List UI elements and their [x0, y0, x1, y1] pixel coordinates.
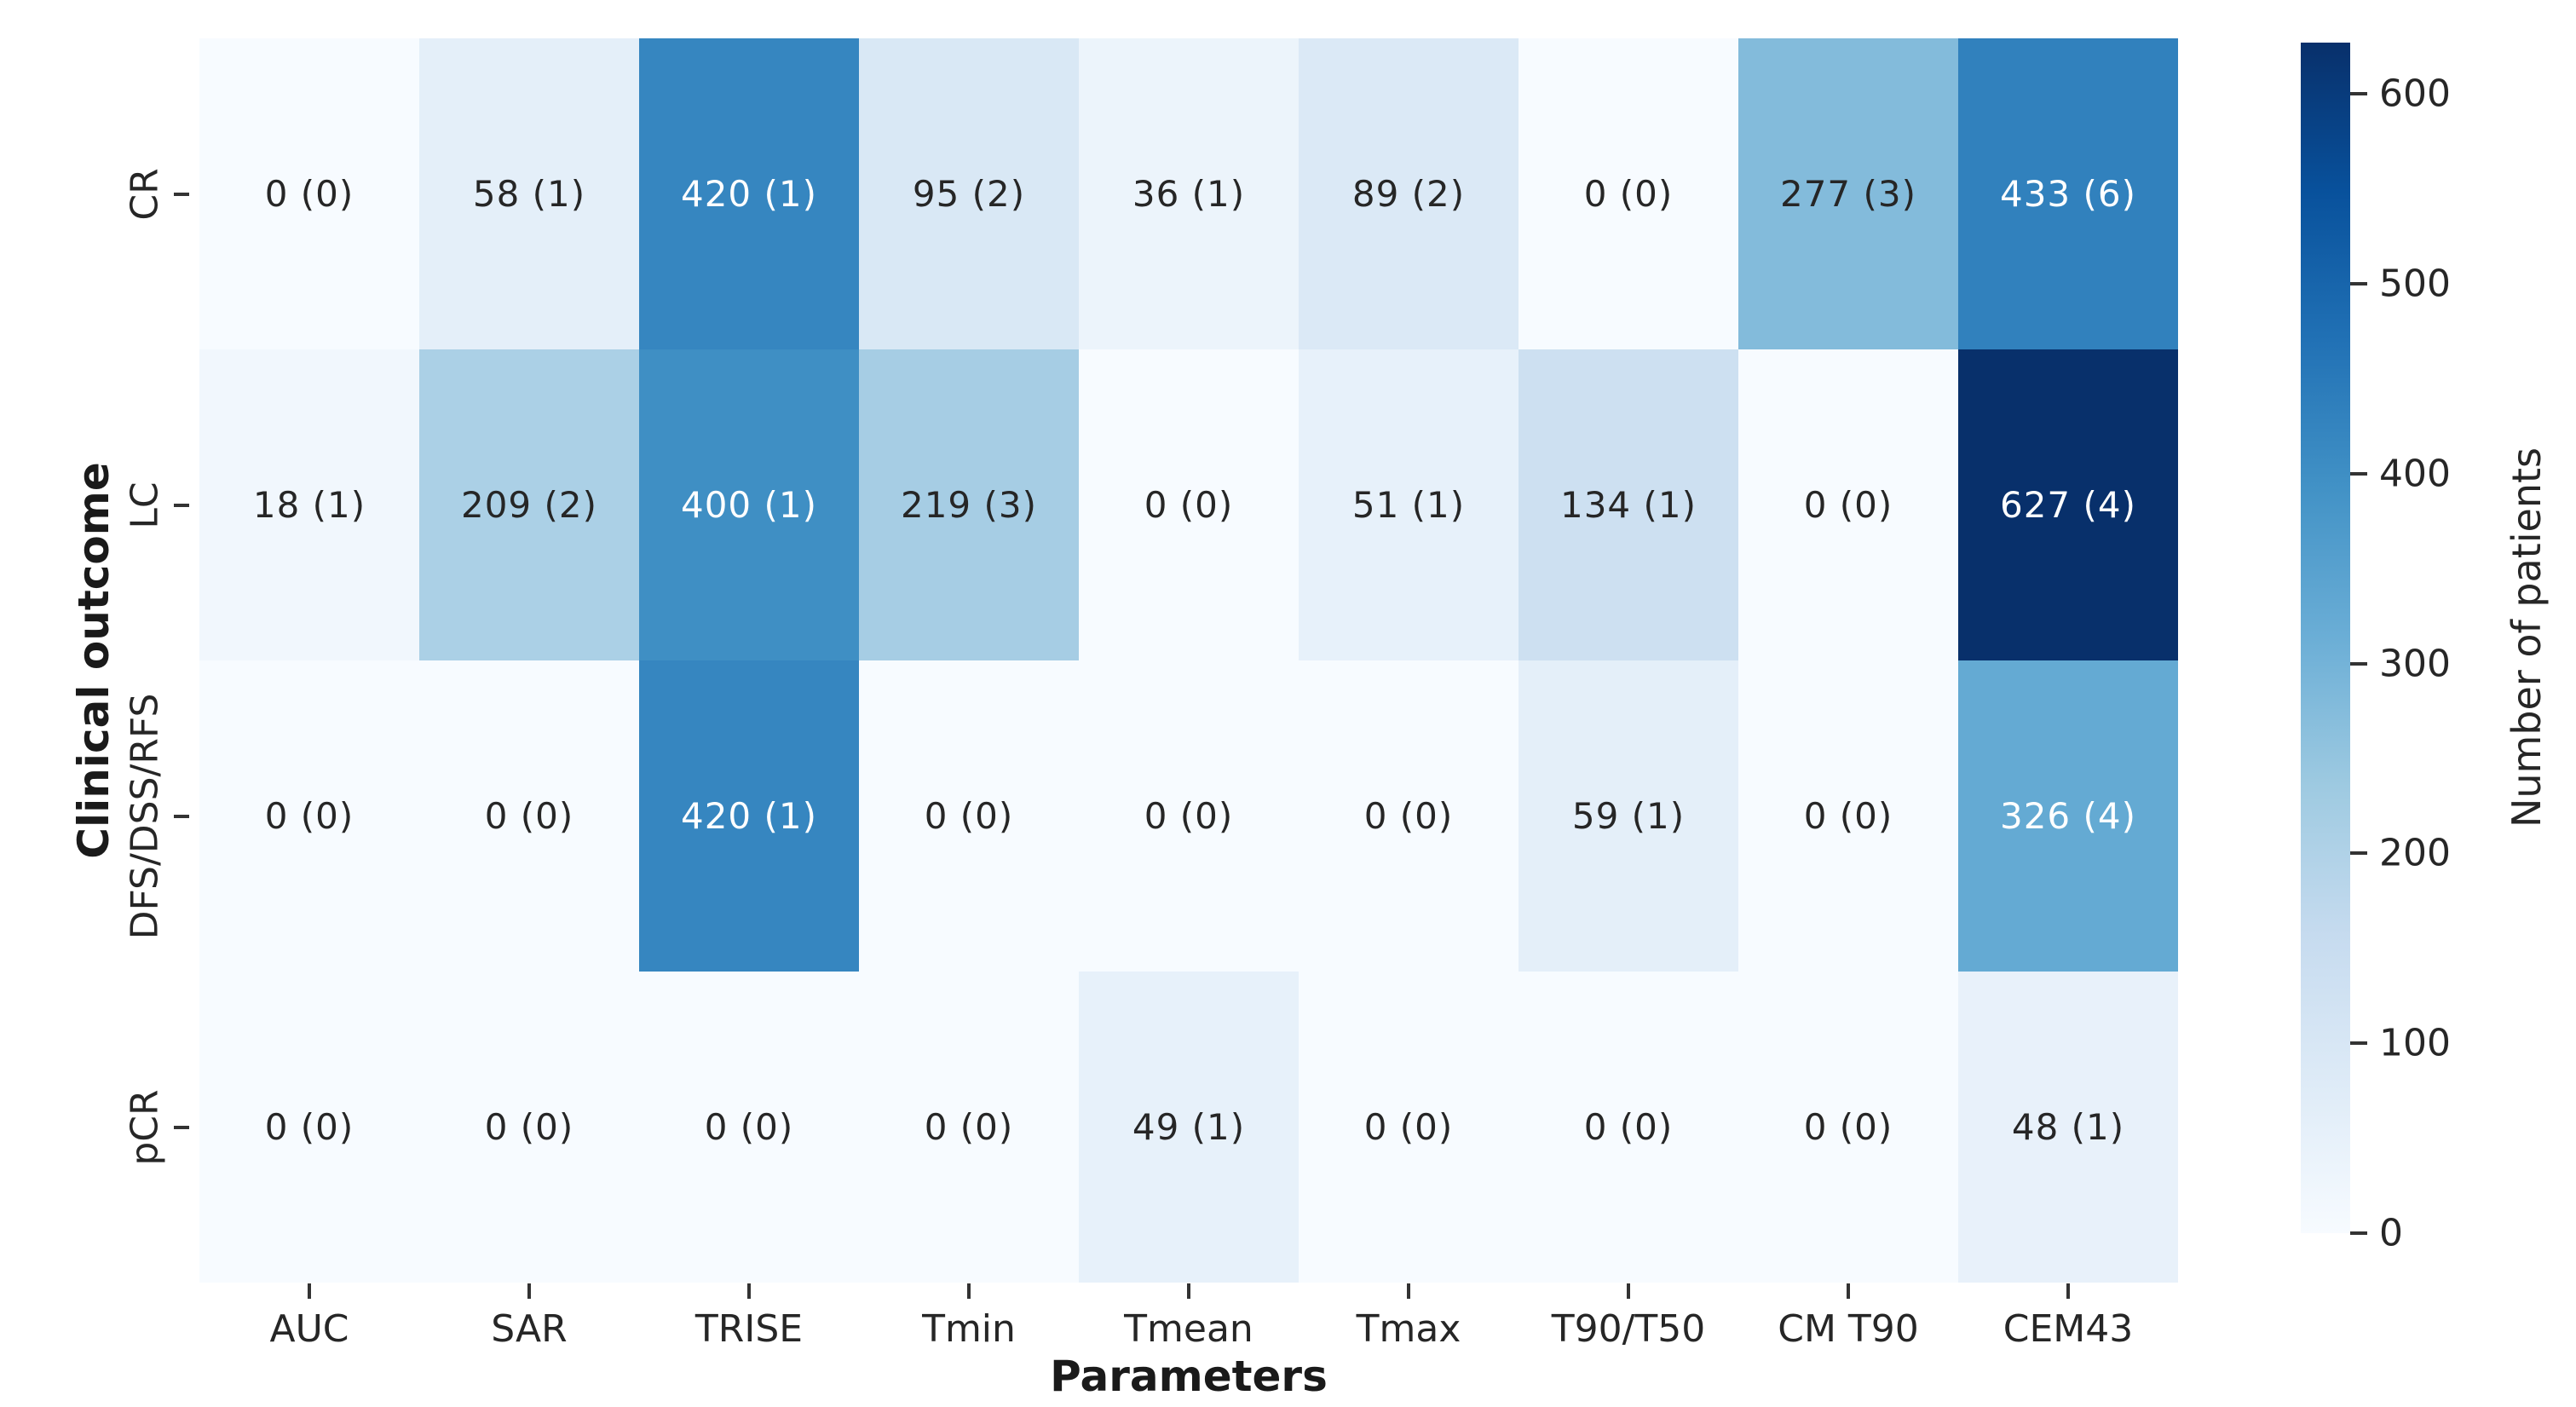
heatmap-cell: 0 (0) [1299, 972, 1519, 1283]
heatmap-cell: 0 (0) [859, 972, 1079, 1283]
x-tick-mark [308, 1283, 311, 1299]
y-tick-label: DFS/DSS/RFS [123, 693, 167, 939]
colorbar-tick-label: 400 [2379, 452, 2451, 496]
y-axis-title: Clinical outcome [69, 462, 118, 859]
heatmap-cell: 49 (1) [1079, 972, 1299, 1283]
heatmap-cell: 627 (4) [1958, 349, 2178, 660]
heatmap-cell: 36 (1) [1079, 38, 1299, 349]
colorbar-tick-label: 0 [2379, 1211, 2403, 1255]
heatmap-cell: 0 (0) [1299, 660, 1519, 972]
heatmap-cell: 0 (0) [1738, 972, 1958, 1283]
x-tick-label: Tmin [922, 1307, 1016, 1351]
x-tick-mark [1627, 1283, 1630, 1299]
heatmap-cell: 89 (2) [1299, 38, 1519, 349]
colorbar-tick-label: 600 [2379, 72, 2451, 116]
heatmap-cell: 0 (0) [1519, 972, 1738, 1283]
x-tick-label: SAR [491, 1307, 568, 1351]
heatmap-cell: 0 (0) [199, 660, 419, 972]
x-tick-label: AUC [269, 1307, 349, 1351]
heatmap-cell: 420 (1) [639, 660, 859, 972]
x-tick-mark [1847, 1283, 1850, 1299]
heatmap-cell: 0 (0) [1738, 349, 1958, 660]
heatmap-cell: 0 (0) [199, 972, 419, 1283]
heatmap-cell: 0 (0) [1079, 660, 1299, 972]
heatmap-cell: 0 (0) [419, 660, 639, 972]
y-tick-label: pCR [123, 1088, 167, 1166]
colorbar-tick-mark [2350, 1231, 2367, 1235]
heatmap-cell: 219 (3) [859, 349, 1079, 660]
heatmap-cell: 0 (0) [1079, 349, 1299, 660]
x-tick-mark [1407, 1283, 1410, 1299]
x-tick-label: T90/T50 [1551, 1307, 1706, 1351]
x-tick-mark [1187, 1283, 1190, 1299]
heatmap-cell: 18 (1) [199, 349, 419, 660]
colorbar-tick-label: 300 [2379, 642, 2451, 686]
x-tick-label: Tmean [1124, 1307, 1253, 1351]
heatmap-cell: 400 (1) [639, 349, 859, 660]
heatmap-cell: 420 (1) [639, 38, 859, 349]
y-tick-label: CR [123, 167, 167, 221]
colorbar-tick-mark [2350, 1041, 2367, 1046]
x-tick-label: CEM43 [2003, 1307, 2134, 1351]
y-tick-mark [174, 1125, 189, 1129]
heatmap-cell: 59 (1) [1519, 660, 1738, 972]
x-axis-title: Parameters [1050, 1352, 1328, 1401]
heatmap-cell: 48 (1) [1958, 972, 2178, 1283]
y-tick-mark [174, 192, 189, 196]
heatmap-cell: 95 (2) [859, 38, 1079, 349]
colorbar-tick-mark [2350, 661, 2367, 666]
heatmap-cell: 58 (1) [419, 38, 639, 349]
x-tick-mark [967, 1283, 971, 1299]
heatmap-cell: 0 (0) [1738, 660, 1958, 972]
colorbar-tick-mark [2350, 281, 2367, 285]
heatmap-cell: 0 (0) [199, 38, 419, 349]
x-tick-label: TRISE [694, 1307, 804, 1351]
heatmap-cell: 0 (0) [419, 972, 639, 1283]
y-tick-label: LC [123, 481, 167, 529]
heatmap-cell: 0 (0) [859, 660, 1079, 972]
heatmap-grid: 0 (0) 58 (1) 420 (1) 95 (2) 36 (1) 89 (2) 0 (0… [199, 38, 2178, 1283]
x-tick-mark [527, 1283, 531, 1299]
heatmap-cell: 0 (0) [639, 972, 859, 1283]
heatmap-cell: 277 (3) [1738, 38, 1958, 349]
colorbar-title: Number of patients [2504, 447, 2550, 828]
heatmap-cell: 433 (6) [1958, 38, 2178, 349]
colorbar-tick-mark [2350, 471, 2367, 476]
colorbar-gradient [2301, 43, 2350, 1233]
colorbar-tick-label: 100 [2379, 1021, 2451, 1065]
colorbar-tick-label: 500 [2379, 262, 2451, 306]
x-tick-mark [747, 1283, 751, 1299]
colorbar-tick-mark [2350, 851, 2367, 856]
heatmap-cell: 51 (1) [1299, 349, 1519, 660]
y-tick-mark [174, 814, 189, 818]
heatmap-cell: 209 (2) [419, 349, 639, 660]
heatmap-cell: 0 (0) [1519, 38, 1738, 349]
heatmap-cell: 134 (1) [1519, 349, 1738, 660]
colorbar-tick-label: 200 [2379, 831, 2451, 875]
x-tick-label: Tmax [1356, 1307, 1461, 1351]
y-tick-mark [174, 503, 189, 507]
x-tick-label: CM T90 [1778, 1307, 1919, 1351]
heatmap-cell: 326 (4) [1958, 660, 2178, 972]
x-tick-mark [2066, 1283, 2070, 1299]
colorbar-tick-mark [2350, 92, 2367, 96]
